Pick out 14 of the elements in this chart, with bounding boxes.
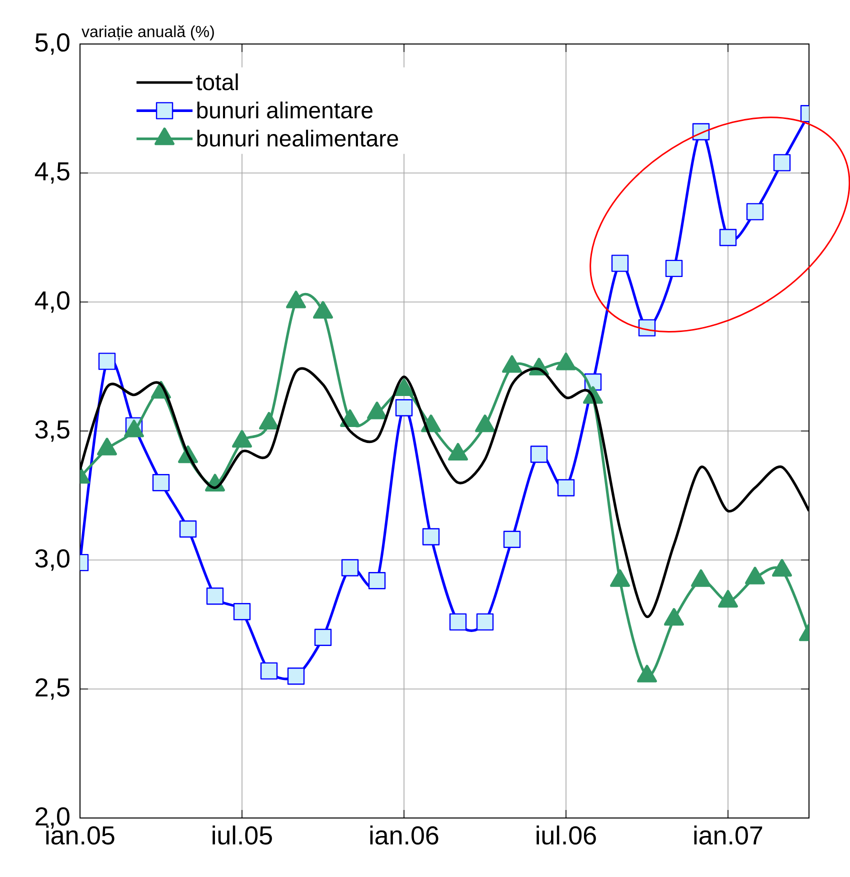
y-tick-label: 3,0 xyxy=(35,549,70,571)
legend-label: total xyxy=(196,73,238,90)
x-tick-label: ian.07 xyxy=(694,826,762,845)
y-tick-label: 4,5 xyxy=(34,162,70,184)
y-tick-label: 4,0 xyxy=(34,291,70,313)
y-tick-label: 3,5 xyxy=(35,420,70,442)
x-tick-label: iul.05 xyxy=(212,826,272,845)
y-axis-title: variație anuală (%) xyxy=(82,25,214,40)
x-tick-label: ian.06 xyxy=(370,826,438,845)
legend-label: bunuri alimentare xyxy=(197,102,372,118)
y-tick-label: 5,0 xyxy=(35,33,70,55)
legend-label: bunuri nealimentare xyxy=(197,130,398,147)
x-tick-label: iul.06 xyxy=(536,826,596,845)
y-tick-label: 2,5 xyxy=(36,678,70,700)
